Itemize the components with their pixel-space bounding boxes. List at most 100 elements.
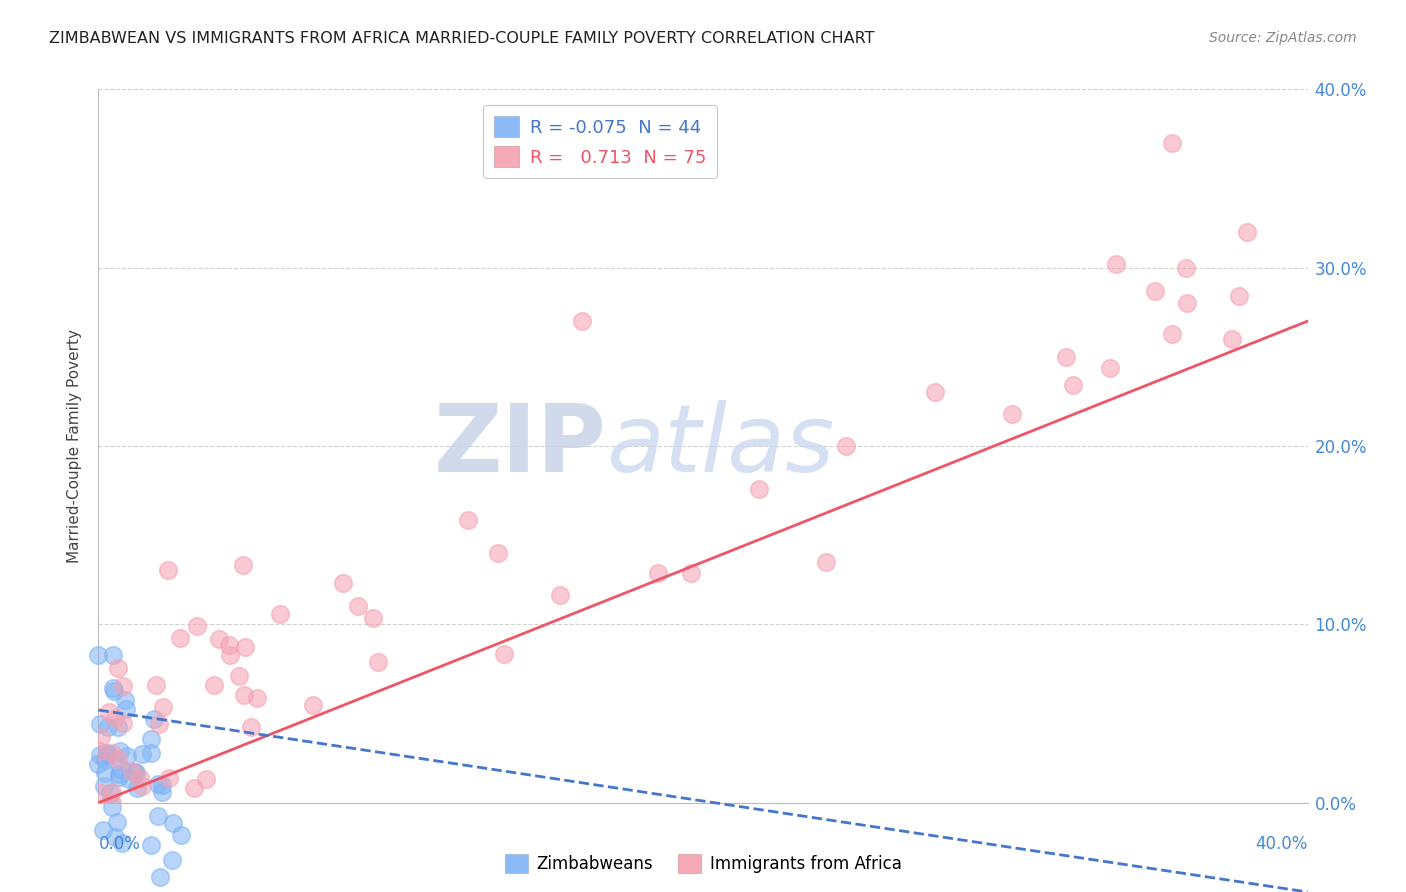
Point (219, 648, 242, 663)
Point (169, 631, 191, 645)
Point (239, 720, 262, 734)
Point (89, 717, 111, 731)
Point (1062, 378, 1084, 392)
Point (157, 772, 180, 786)
Point (90, 831, 112, 846)
Point (107, 720, 129, 734)
Point (145, 678, 167, 692)
Point (146, 817, 169, 831)
Point (924, 384, 946, 399)
Point (104, 711, 127, 725)
Point (488, 545, 510, 559)
Point (97, 747, 120, 762)
Point (87, 648, 110, 662)
Point (134, 820, 156, 834)
Point (1236, 225, 1258, 239)
Point (94, 766, 117, 780)
Point (93, 753, 115, 767)
Point (110, 762, 132, 776)
Point (107, 770, 129, 784)
Point (125, 766, 148, 780)
Point (186, 619, 208, 633)
Point (97, 705, 120, 719)
Point (101, 785, 124, 799)
Point (160, 853, 183, 867)
Point (152, 778, 174, 792)
Point (1001, 407, 1024, 421)
Point (221, 814, 243, 829)
Point (1175, 296, 1198, 310)
Point (114, 693, 136, 707)
Text: 40.0%: 40.0% (1256, 835, 1308, 853)
Point (1144, 284, 1167, 298)
Point (246, 690, 269, 705)
Point (1054, 350, 1077, 364)
Point (150, 785, 173, 799)
Point (101, 831, 124, 846)
Text: atlas: atlas (606, 401, 835, 491)
Point (679, 566, 702, 580)
Point (148, 716, 170, 731)
Text: 0.0%: 0.0% (98, 835, 141, 853)
Point (748, 483, 770, 497)
Point (1098, 361, 1121, 376)
Point (269, 607, 291, 622)
Point (361, 611, 384, 625)
Point (156, 563, 179, 577)
Point (346, 599, 368, 613)
Point (90, 802, 112, 816)
Point (647, 566, 669, 581)
Point (87, 784, 110, 798)
Point (202, 678, 225, 692)
Point (148, 777, 170, 791)
Point (128, 771, 150, 785)
Point (1220, 332, 1243, 346)
Point (108, 767, 131, 781)
Point (571, 314, 593, 328)
Point (121, 764, 143, 778)
Point (107, 752, 129, 766)
Point (218, 638, 240, 652)
Point (170, 831, 193, 846)
Point (232, 689, 254, 703)
Point (235, 640, 257, 655)
Point (302, 698, 325, 712)
Point (332, 575, 354, 590)
Point (131, 747, 153, 761)
Point (87, 744, 110, 758)
Point (170, 828, 193, 842)
Point (97, 720, 120, 734)
Point (232, 558, 254, 573)
Point (835, 438, 858, 452)
Point (1175, 261, 1198, 276)
Point (87, 756, 110, 771)
Point (118, 772, 141, 786)
Point (101, 800, 124, 814)
Point (111, 836, 134, 850)
Point (149, 870, 172, 884)
Point (101, 681, 124, 695)
Point (104, 830, 127, 845)
Point (1105, 257, 1128, 271)
Y-axis label: Married-Couple Family Poverty: Married-Couple Family Poverty (67, 329, 83, 563)
Point (367, 655, 389, 669)
Point (93, 831, 115, 846)
Point (494, 647, 516, 661)
Point (112, 679, 135, 693)
Point (1229, 289, 1251, 303)
Point (101, 797, 124, 811)
Point (131, 779, 153, 793)
Point (148, 809, 170, 823)
Point (103, 648, 125, 662)
Point (228, 669, 250, 683)
Point (111, 715, 134, 730)
Point (105, 815, 128, 830)
Point (208, 632, 231, 646)
Point (98, 786, 121, 800)
Text: Source: ZipAtlas.com: Source: ZipAtlas.com (1209, 31, 1357, 45)
Point (96, 746, 118, 760)
Point (142, 712, 165, 726)
Point (162, 815, 184, 830)
Point (90, 730, 112, 744)
Point (101, 746, 124, 760)
